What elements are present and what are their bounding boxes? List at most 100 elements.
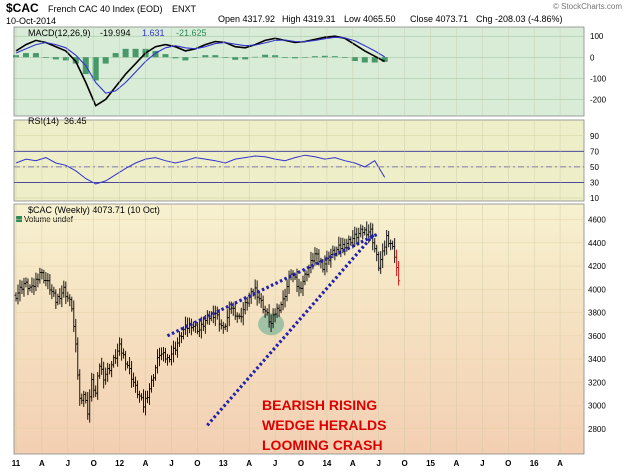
macd-histogram-bar (371, 57, 378, 63)
x-tick-label: J (273, 459, 277, 468)
exchange-label: ENXT (172, 4, 197, 14)
price-legend-title: $CAC (Weekly) 4073.71 (10 Oct) (28, 205, 160, 215)
rsi-legend: RSI(14) 36.45 (28, 116, 87, 126)
macd-signal-value: 1.631 (142, 28, 165, 38)
macd-histogram-bar (292, 57, 299, 59)
macd-macd-line (15, 35, 386, 107)
x-tick-label: O (91, 459, 97, 468)
x-tick-label: A (557, 459, 563, 468)
price-tick-label: 4200 (588, 262, 606, 271)
x-tick-label: 15 (426, 459, 435, 468)
quote-change: Chg -208.03 (-4.86%) (476, 14, 563, 24)
x-tick-label: A (246, 459, 252, 468)
price-tick-label: 3800 (588, 309, 606, 318)
macd-histogram-bar (162, 54, 169, 58)
rsi-tick-label: 90 (590, 132, 599, 141)
rsi-panel-bg (13, 119, 585, 202)
x-tick-label: O (298, 459, 304, 468)
macd-histogram-bar (282, 57, 289, 58)
x-tick-label: 12 (115, 459, 124, 468)
wedge-upper-line (166, 232, 380, 338)
rsi-tick-label: 70 (590, 147, 599, 156)
macd-tick-label: -100 (590, 74, 607, 83)
x-tick-label: J (376, 459, 380, 468)
rsi-tick-label: 50 (590, 163, 599, 172)
rsi-line (15, 154, 386, 185)
macd-tick-label: 100 (590, 32, 604, 41)
macd-histogram-bar (52, 57, 59, 60)
quote-open: Open 4317.92 (218, 14, 275, 24)
price-tick-label: 4000 (588, 285, 606, 294)
macd-legend: MACD(12,26,9) -19.994 1.631 -21.625 (28, 28, 207, 38)
price-tick-label: 3200 (588, 378, 606, 387)
x-tick-label: 14 (322, 459, 331, 468)
annotation-line: LOOMING CRASH (262, 437, 383, 453)
x-tick-label: J (169, 459, 173, 468)
watermark: © StockCharts.com (553, 2, 622, 11)
macd-histogram-bar (311, 56, 318, 58)
macd-histogram-bar (132, 48, 139, 58)
macd-histogram-bar (341, 57, 348, 58)
rsi-value: 36.45 (64, 116, 87, 126)
macd-histogram-bar (232, 57, 239, 60)
macd-value: -19.994 (100, 28, 131, 38)
index-name: French CAC 40 Index (EOD) (48, 4, 163, 14)
chart-date: 10-Oct-2014 (6, 16, 56, 26)
x-tick-label: J (480, 459, 484, 468)
macd-histogram-bar (112, 53, 119, 58)
quote-close: Close 4073.71 (410, 14, 468, 24)
macd-histogram-bar (22, 53, 29, 58)
x-tick-label: J (66, 459, 70, 468)
macd-tick-label: -200 (590, 95, 607, 104)
macd-tick-label: 0 (590, 53, 595, 62)
macd-histogram-bar (242, 57, 249, 60)
price-tick-label: 2800 (588, 425, 606, 434)
x-tick-label: O (194, 459, 200, 468)
x-tick-label: 11 (12, 459, 21, 468)
x-tick-label: 13 (219, 459, 228, 468)
macd-histogram-bar (122, 48, 129, 58)
macd-histogram-bar (152, 50, 159, 58)
macd-histogram-bar (32, 53, 39, 58)
rsi-tick-label: 30 (590, 178, 599, 187)
macd-histogram-bar (361, 57, 368, 63)
price-tick-label: 4600 (588, 216, 606, 225)
macd-histogram-bar (62, 57, 69, 61)
x-tick-label: 16 (530, 459, 539, 468)
annotation-line: WEDGE HERALDS (262, 417, 386, 433)
macd-label: MACD(12,26,9) (28, 28, 91, 38)
macd-histogram-bar (301, 57, 308, 58)
x-tick-label: A (39, 459, 45, 468)
macd-histogram-bar (252, 56, 259, 58)
macd-histogram-bar (102, 57, 109, 64)
macd-histogram-bar (202, 55, 209, 58)
rsi-tick-label: 10 (590, 194, 599, 203)
price-tick-label: 4400 (588, 239, 606, 248)
macd-histogram-bar (262, 54, 269, 58)
price-tick-label: 3600 (588, 332, 606, 341)
price-panel-bg (13, 203, 585, 455)
macd-hist-value: -21.625 (176, 28, 207, 38)
macd-histogram-bar (172, 57, 179, 59)
macd-histogram-bar (192, 57, 199, 58)
volume-swatch (16, 216, 22, 222)
macd-histogram-bar (321, 55, 328, 58)
annotation-line: BEARISH RISING (262, 397, 377, 413)
macd-histogram-bar (381, 57, 388, 62)
x-tick-label: A (143, 459, 149, 468)
x-tick-label: O (402, 459, 408, 468)
macd-histogram-bar (351, 57, 358, 62)
macd-histogram-bar (222, 57, 229, 58)
rsi-label: RSI(14) (28, 116, 59, 126)
quote-low: Low 4065.50 (344, 14, 396, 24)
price-tick-label: 3400 (588, 355, 606, 364)
price-tick-label: 3000 (588, 402, 606, 411)
macd-signal-line (15, 36, 385, 94)
quote-high: High 4319.31 (282, 14, 336, 24)
macd-histogram-bar (331, 56, 338, 58)
macd-histogram-bar (42, 57, 49, 58)
macd-histogram-bar (182, 57, 189, 61)
symbol-title: $CAC (6, 1, 39, 15)
x-tick-label: O (505, 459, 511, 468)
